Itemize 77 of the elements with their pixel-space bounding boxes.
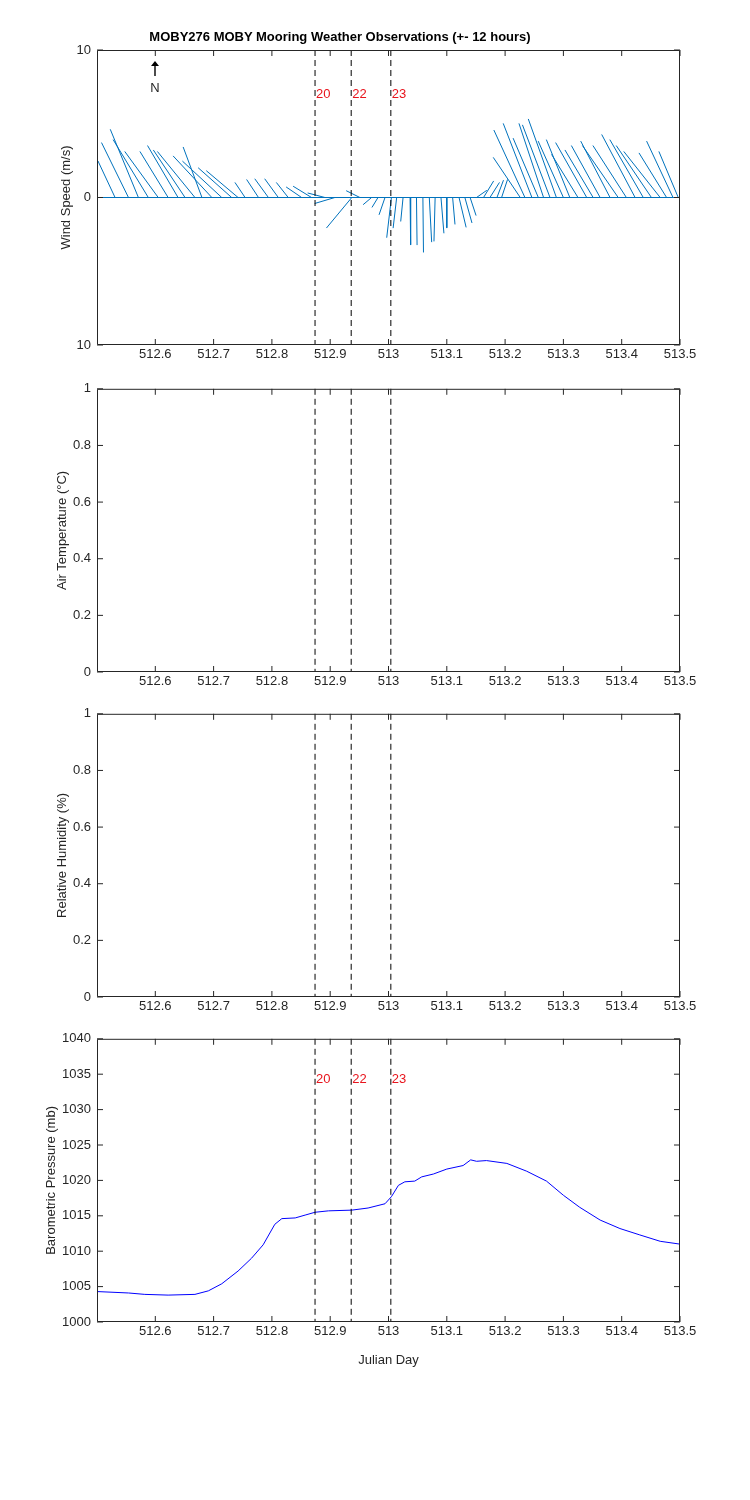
annotation: 20 bbox=[316, 1071, 331, 1087]
y-tick-label: 0 bbox=[83, 988, 91, 1004]
y-tick-label: 0.8 bbox=[72, 762, 91, 778]
y-tick-label: 1005 bbox=[62, 1278, 91, 1294]
y-tick-label: 0.6 bbox=[72, 493, 91, 509]
y-tick-label: 1000 bbox=[62, 1313, 91, 1329]
x-tick-label: 513.2 bbox=[488, 673, 522, 689]
y-tick-label: 1040 bbox=[62, 1030, 91, 1046]
y-tick-label: 0.4 bbox=[72, 550, 91, 566]
y-tick-label: 10 bbox=[76, 41, 91, 57]
y-tick-label: 0 bbox=[83, 663, 91, 679]
y-tick-label: 1015 bbox=[62, 1207, 91, 1223]
x-tick-label: 513 bbox=[377, 673, 400, 689]
x-tick-label: 513.3 bbox=[547, 998, 580, 1014]
x-tick-label: 512.8 bbox=[255, 1323, 289, 1339]
x-tick-label: 513.5 bbox=[663, 673, 697, 689]
y-tick-label: 1 bbox=[83, 705, 91, 721]
annotation: 23 bbox=[391, 1071, 407, 1087]
x-tick-label: 512.7 bbox=[197, 346, 230, 362]
x-tick-label: 513.3 bbox=[547, 1323, 580, 1339]
y-axis-title: Air Temperature (°C) bbox=[54, 470, 70, 590]
annotation: 20 bbox=[316, 85, 331, 101]
chart-title: MOBY276 MOBY Mooring Weather Observations (+- 12 hours) bbox=[149, 29, 531, 45]
x-tick-label: 512.6 bbox=[139, 673, 172, 689]
y-tick-label: 0.4 bbox=[72, 875, 91, 891]
y-tick-label: 0.8 bbox=[72, 437, 91, 453]
y-tick-label: 1030 bbox=[62, 1101, 91, 1117]
y-tick-label: 0 bbox=[83, 189, 91, 205]
annotation: 22 bbox=[352, 1071, 367, 1087]
x-tick-label: 512.7 bbox=[197, 998, 230, 1014]
annotation: 23 bbox=[391, 85, 407, 101]
x-tick-label: 513.2 bbox=[488, 346, 522, 362]
x-tick-label: 512.7 bbox=[197, 673, 230, 689]
x-tick-label: 513 bbox=[377, 346, 400, 362]
x-tick-label: 513.4 bbox=[605, 998, 638, 1014]
y-tick-label: 1025 bbox=[62, 1136, 91, 1152]
y-axis-title: Wind Speed (m/s) bbox=[57, 145, 73, 250]
x-tick-label: 512.8 bbox=[255, 998, 289, 1014]
x-tick-label: 513.5 bbox=[663, 346, 697, 362]
x-tick-label: 512.6 bbox=[139, 998, 172, 1014]
x-tick-label: 512.9 bbox=[313, 673, 347, 689]
x-tick-label: 512.9 bbox=[313, 346, 347, 362]
x-tick-label: 512.6 bbox=[139, 346, 172, 362]
y-tick-label: 1 bbox=[83, 380, 91, 396]
x-tick-label: 513.3 bbox=[547, 673, 580, 689]
x-tick-label: 513.2 bbox=[488, 1323, 522, 1339]
x-tick-label: 513.3 bbox=[547, 346, 580, 362]
x-tick-label: 513.1 bbox=[430, 1323, 464, 1339]
x-tick-label: 513.4 bbox=[605, 1323, 638, 1339]
x-tick-label: 513.4 bbox=[605, 673, 638, 689]
x-tick-label: 513.1 bbox=[430, 346, 464, 362]
x-tick-label: 512.8 bbox=[255, 346, 289, 362]
x-tick-label: 513.5 bbox=[663, 1323, 697, 1339]
y-tick-label: 1010 bbox=[62, 1242, 91, 1258]
x-tick-label: 513.2 bbox=[488, 998, 522, 1014]
x-tick-label: 513 bbox=[377, 998, 400, 1014]
x-tick-label: 513.1 bbox=[430, 673, 464, 689]
x-tick-label: 512.9 bbox=[313, 1323, 347, 1339]
x-tick-label: 512.9 bbox=[313, 998, 347, 1014]
y-tick-label: 0.2 bbox=[72, 931, 91, 947]
y-tick-label: 1020 bbox=[62, 1171, 91, 1187]
x-tick-label: 513.1 bbox=[430, 998, 464, 1014]
x-axis-title: Julian Day bbox=[358, 1351, 420, 1367]
x-tick-label: 512.8 bbox=[255, 673, 289, 689]
annotation: 22 bbox=[352, 85, 367, 101]
y-tick-label: 0.6 bbox=[72, 818, 91, 834]
x-tick-label: 512.6 bbox=[139, 1323, 172, 1339]
y-tick-label: 0.2 bbox=[72, 606, 91, 622]
x-tick-label: 513.5 bbox=[663, 998, 697, 1014]
x-tick-label: 513.4 bbox=[605, 346, 638, 362]
y-tick-label: 10 bbox=[76, 336, 91, 352]
x-tick-label: 513 bbox=[377, 1323, 400, 1339]
annotation: N bbox=[150, 79, 160, 95]
x-tick-label: 512.7 bbox=[197, 1323, 230, 1339]
y-tick-label: 1035 bbox=[62, 1065, 91, 1081]
y-axis-title: Barometric Pressure (mb) bbox=[43, 1105, 59, 1255]
y-axis-title: Relative Humidity (%) bbox=[54, 792, 70, 918]
